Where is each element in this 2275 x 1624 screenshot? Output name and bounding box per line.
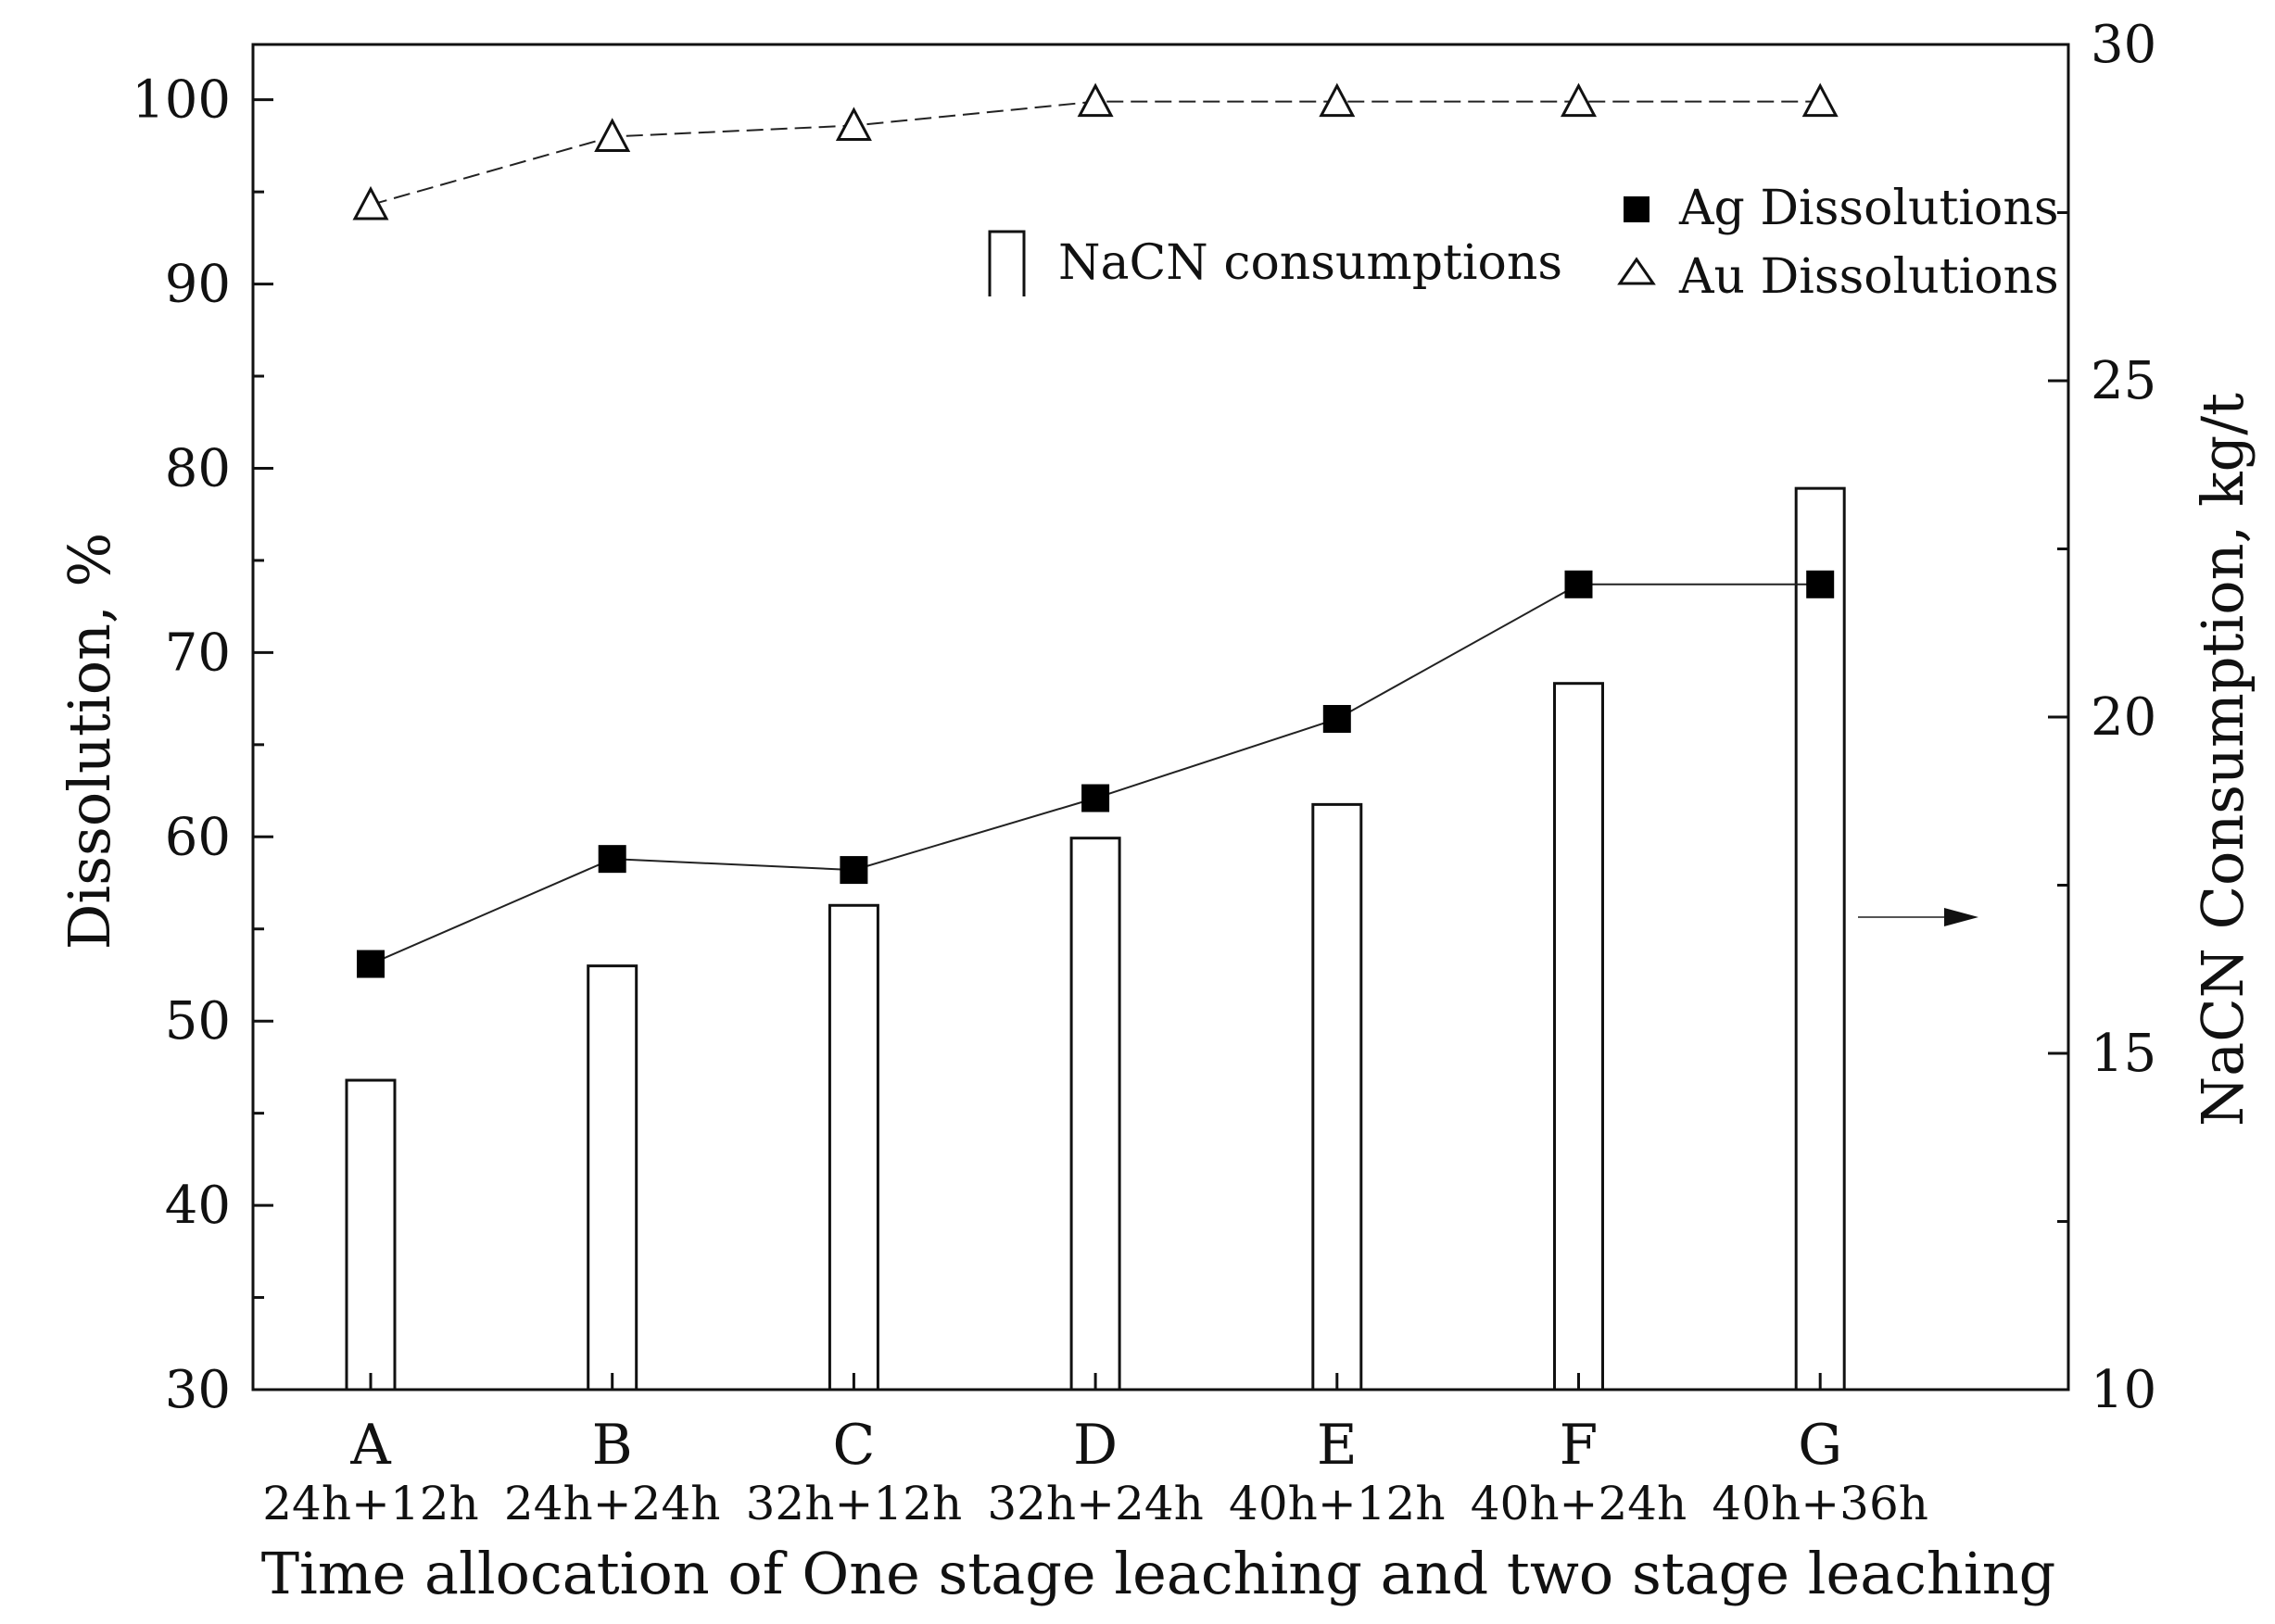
y2-tick-label: 25 [2091, 351, 2156, 411]
bar-nacn [828, 903, 879, 1391]
marker-ag [1322, 704, 1351, 733]
x-category-label: F [1560, 1413, 1599, 1478]
marker-ag [840, 856, 868, 885]
legend-bar-symbol [988, 230, 1026, 296]
y2-axis-title: NaCN Consumption, kg/t [2189, 393, 2256, 1127]
marker-au [1801, 82, 1839, 118]
marker-ag [598, 845, 626, 874]
x-sublabel: 32h+24h [987, 1477, 1204, 1530]
marker-ag [1081, 784, 1110, 812]
legend-ag-label: Ag Dissolutions [1678, 181, 2059, 236]
legend-au-label: Au Dissolutions [1678, 249, 2059, 305]
x-category-label: B [592, 1413, 633, 1478]
y-tick-label: 100 [132, 70, 231, 131]
x-sublabel: 40h+12h [1229, 1477, 1446, 1530]
x-sublabel: 32h+12h [746, 1477, 963, 1530]
y2-tick-label: 30 [2091, 15, 2156, 75]
y-tick-label: 90 [165, 255, 231, 315]
marker-ag [357, 950, 385, 978]
marker-au [1319, 82, 1356, 118]
x-sublabel: 24h+24h [504, 1477, 721, 1530]
marker-au [1561, 82, 1597, 118]
y-tick-label: 80 [165, 438, 231, 498]
y2-tick-label: 10 [2091, 1360, 2156, 1420]
x-sublabel: 40h+24h [1471, 1477, 1687, 1530]
bar-nacn [345, 1078, 397, 1391]
bar-nacn [1553, 682, 1604, 1391]
marker-au [594, 118, 631, 152]
bar-nacn [1069, 837, 1121, 1391]
y-tick-label: 70 [165, 623, 231, 683]
y-tick-label: 30 [165, 1360, 231, 1420]
x-category-label: G [1798, 1413, 1842, 1478]
line-au [370, 100, 1821, 207]
marker-ag [1806, 570, 1835, 598]
marker-au [835, 107, 872, 142]
x-category-label: C [832, 1413, 875, 1478]
legend-bar-label: NaCN consumptions [1058, 235, 1562, 291]
marker-au [1077, 82, 1114, 118]
bar-nacn [1311, 802, 1363, 1391]
y-tick-label: 40 [165, 1176, 231, 1236]
bar-nacn [1794, 486, 1846, 1391]
legend-ag-symbol [1624, 196, 1649, 222]
x-category-label: D [1073, 1413, 1118, 1478]
bar-nacn [587, 964, 638, 1391]
y-axis-title: Dissolution, % [56, 533, 123, 950]
y-tick-label: 50 [165, 991, 231, 1051]
x-category-label: A [349, 1413, 391, 1478]
arrow-head [1944, 908, 1978, 926]
y-tick-label: 60 [165, 807, 231, 867]
x-sublabel: 24h+12h [262, 1477, 479, 1530]
legend-au-symbol [1617, 257, 1656, 285]
x-axis-title: Time allocation of One stage leaching an… [261, 1540, 2056, 1607]
x-sublabel: 40h+36h [1712, 1477, 1928, 1530]
x-category-label: E [1317, 1413, 1358, 1478]
y2-tick-label: 20 [2091, 687, 2156, 748]
y2-tick-label: 15 [2091, 1024, 2156, 1084]
marker-ag [1564, 570, 1593, 598]
marker-au [352, 185, 389, 220]
